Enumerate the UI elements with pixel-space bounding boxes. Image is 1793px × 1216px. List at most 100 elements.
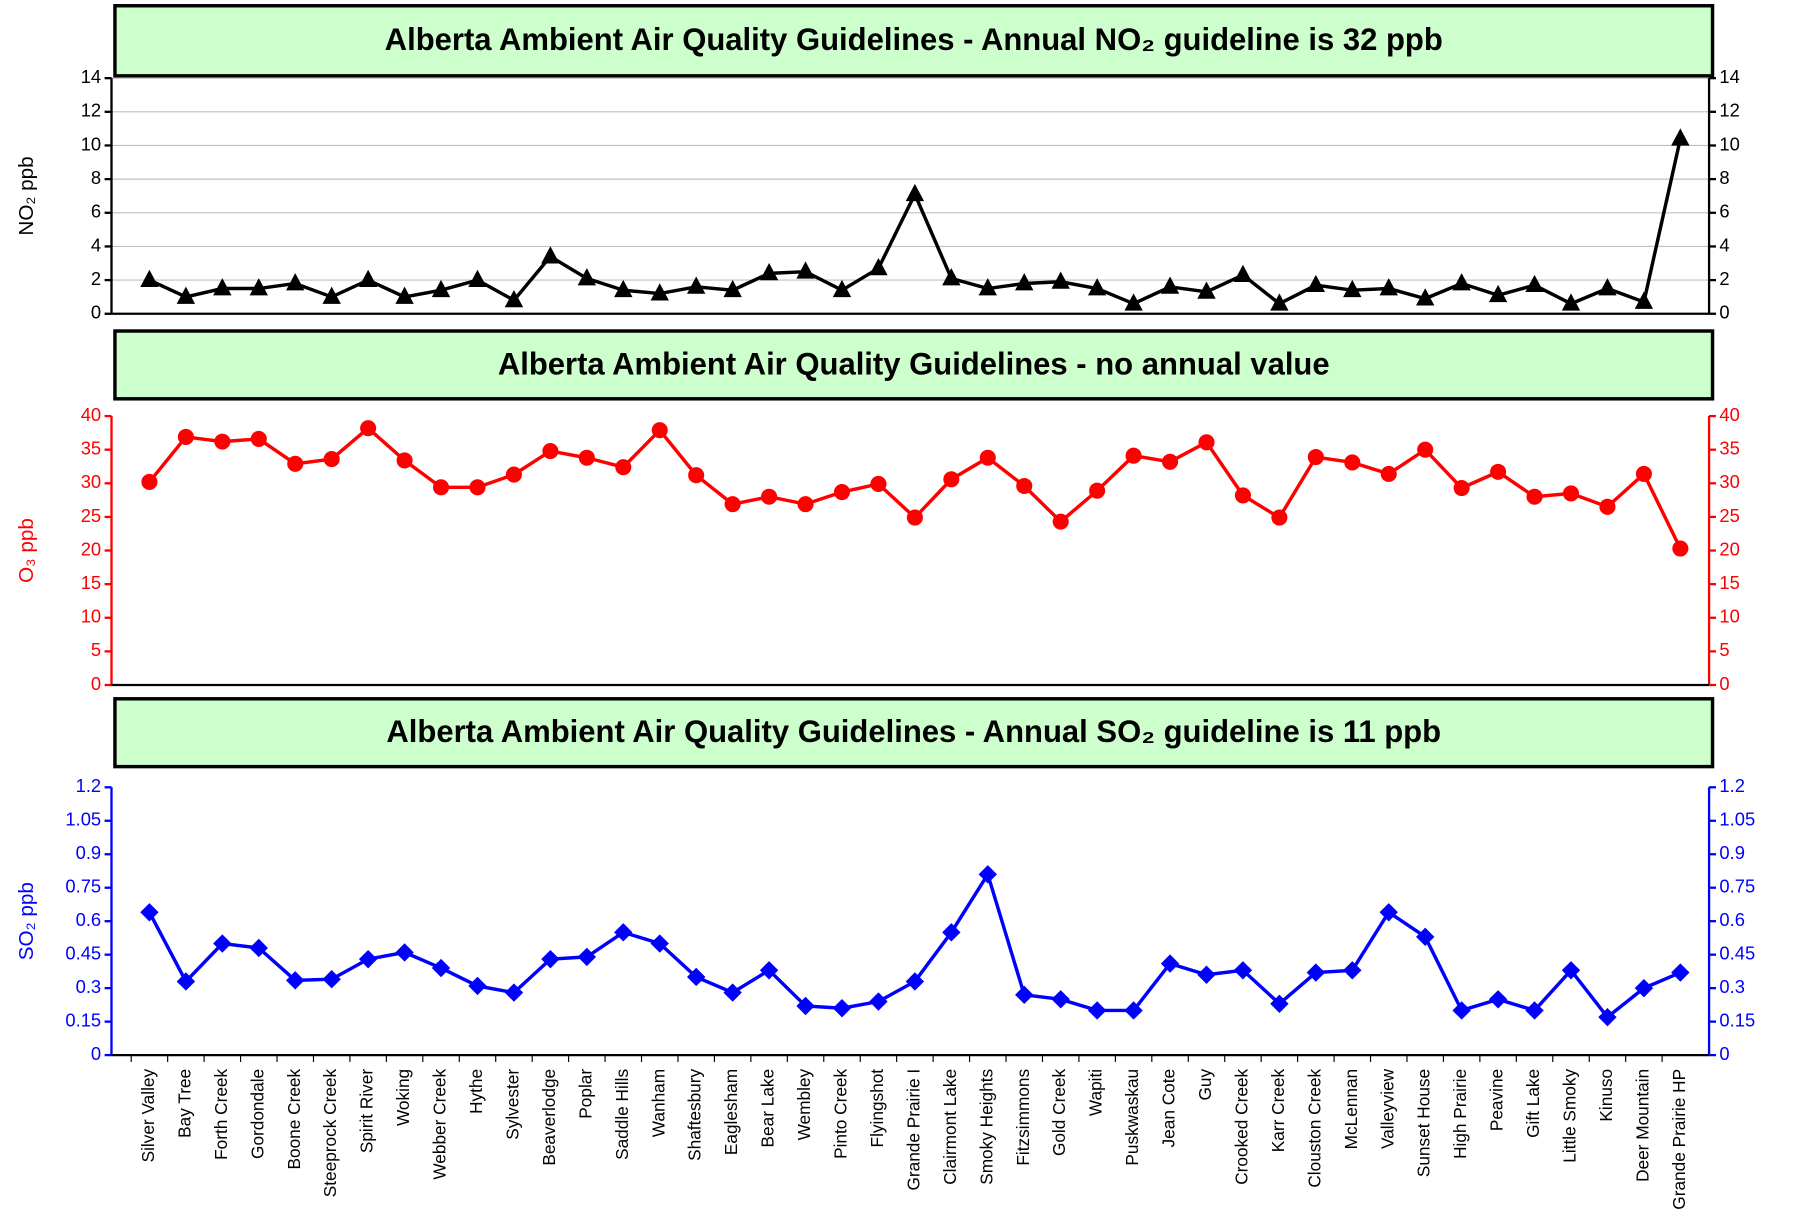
marker	[1052, 513, 1069, 530]
marker	[542, 442, 559, 460]
y-tick-label: 6	[91, 201, 101, 222]
marker	[469, 479, 486, 496]
y2-tick-label: 5	[1719, 639, 1729, 660]
x-tick-label: High Prairie	[1450, 1069, 1470, 1159]
marker	[214, 433, 231, 450]
marker	[1051, 990, 1070, 1009]
marker	[1452, 273, 1471, 291]
x-tick-label: Valleyview	[1377, 1068, 1397, 1149]
marker	[431, 279, 451, 298]
marker	[759, 263, 779, 281]
marker	[1488, 284, 1508, 303]
x-tick-label: Hythe	[466, 1069, 486, 1114]
y-tick-label: 20	[81, 538, 101, 559]
marker	[286, 971, 305, 990]
x-tick-label: Gift Lake	[1523, 1069, 1543, 1138]
marker	[140, 903, 159, 922]
y-tick-label: 15	[81, 572, 101, 593]
marker	[1306, 274, 1326, 293]
marker	[322, 286, 341, 304]
marker	[1671, 128, 1690, 146]
x-tick-label: Karr Creek	[1268, 1069, 1288, 1153]
x-tick-label: Bay Tree	[174, 1069, 194, 1138]
marker	[395, 943, 414, 962]
marker	[468, 976, 487, 996]
marker	[1635, 465, 1652, 482]
marker	[1672, 540, 1689, 557]
y-tick-label: 0.9	[76, 842, 102, 863]
series-line	[148, 138, 1683, 306]
y2-tick-label: 25	[1719, 505, 1739, 526]
marker	[688, 467, 705, 484]
y-axis-label: NO₂ ppb	[15, 156, 38, 235]
x-tick-label: Puskwaskau	[1122, 1069, 1142, 1166]
y-tick-label: 2	[91, 268, 101, 289]
x-tick-label: Forth Creek	[211, 1069, 231, 1160]
y2-tick-label: 1.05	[1719, 809, 1755, 830]
y2-tick-label: 0	[1719, 302, 1729, 323]
marker	[832, 999, 852, 1018]
y-tick-label: 12	[81, 100, 101, 121]
y-tick-label: 35	[81, 438, 101, 459]
marker	[431, 958, 451, 978]
marker	[1526, 488, 1543, 505]
x-tick-label: Little Smoky	[1560, 1069, 1580, 1163]
marker	[1343, 961, 1362, 980]
marker	[1344, 454, 1361, 471]
x-tick-label: Deer Mountain	[1632, 1069, 1652, 1182]
y-tick-label: 5	[91, 639, 101, 660]
title-box	[113, 697, 1715, 769]
marker	[249, 278, 268, 296]
marker	[724, 496, 741, 513]
marker	[504, 983, 524, 1002]
x-tick-label: Flyingshot	[867, 1069, 887, 1148]
y2-tick-label: 20	[1719, 538, 1739, 559]
marker	[577, 268, 597, 286]
x-tick-label: Poplar	[575, 1069, 595, 1119]
marker	[1016, 477, 1033, 495]
marker	[1271, 509, 1288, 526]
marker	[942, 268, 961, 286]
marker	[1561, 961, 1581, 980]
marker	[176, 972, 196, 991]
marker	[140, 269, 159, 288]
y2-tick-label: 0.9	[1719, 842, 1745, 863]
marker	[358, 949, 378, 969]
y2-tick-label: 30	[1719, 471, 1739, 492]
chart-title: Alberta Ambient Air Quality Guidelines -…	[498, 346, 1330, 381]
marker	[869, 992, 888, 1011]
marker	[504, 289, 524, 308]
marker	[1051, 271, 1070, 289]
marker	[1197, 281, 1216, 299]
marker	[1562, 485, 1580, 502]
y2-tick-label: 10	[1719, 606, 1739, 627]
x-tick-label: Smoky Heights	[976, 1069, 996, 1185]
marker	[1197, 965, 1216, 984]
marker	[1343, 279, 1362, 298]
y2-tick-label: 15	[1719, 572, 1739, 593]
marker	[686, 276, 706, 294]
y-tick-label: 4	[91, 234, 101, 255]
marker	[432, 479, 450, 496]
marker	[651, 422, 668, 439]
y-tick-label: 30	[81, 471, 101, 492]
marker	[761, 488, 778, 505]
marker	[1160, 954, 1180, 973]
marker	[905, 183, 925, 202]
marker	[979, 449, 996, 466]
y-tick-label: 0.45	[65, 943, 101, 964]
marker	[1125, 447, 1142, 464]
y-tick-label: 10	[81, 133, 101, 154]
marker	[1525, 274, 1544, 293]
marker	[723, 983, 742, 1002]
marker	[905, 972, 925, 991]
marker	[1488, 990, 1508, 1009]
x-tick-label: Webber Creek	[430, 1069, 450, 1180]
y-tick-label: 10	[81, 606, 101, 627]
marker	[978, 278, 997, 296]
marker	[796, 261, 815, 279]
marker	[1089, 482, 1106, 499]
marker	[360, 420, 377, 437]
marker	[1452, 1001, 1471, 1020]
marker	[833, 483, 851, 501]
